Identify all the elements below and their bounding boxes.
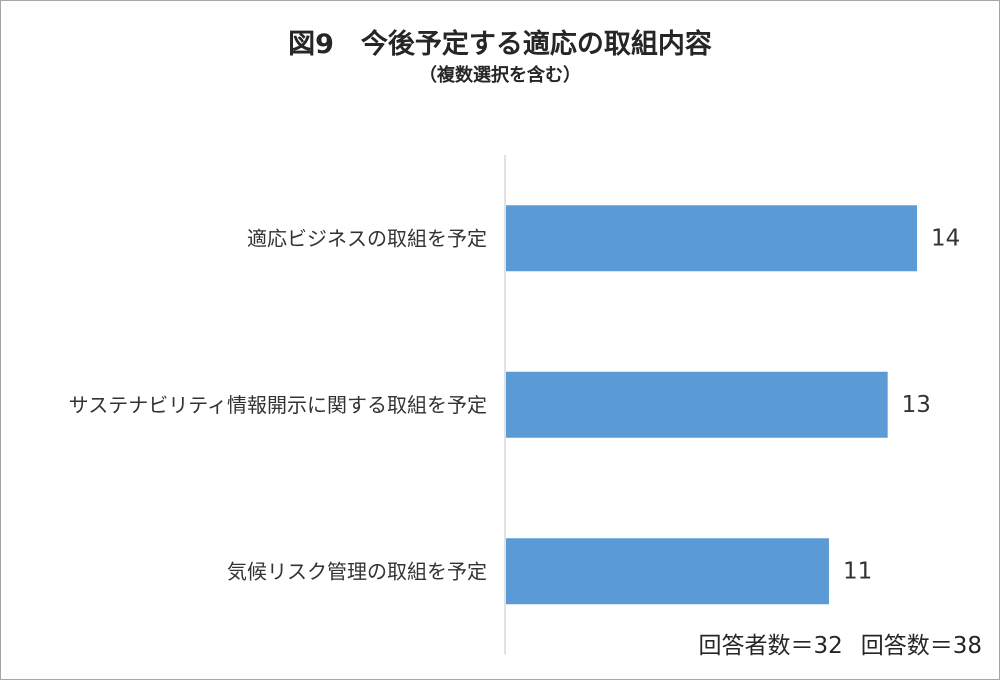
category-label: 適応ビジネスの取組を予定 bbox=[247, 226, 487, 250]
category-label: 気候リスク管理の取組を予定 bbox=[227, 559, 487, 583]
data-label: 14 bbox=[931, 225, 960, 251]
chart-subtitle: （複数選択を含む） bbox=[419, 65, 581, 86]
bar bbox=[506, 371, 888, 438]
category-label: サステナビリティ情報開示に関する取組を予定 bbox=[69, 393, 487, 417]
answers-count: 回答数＝38 bbox=[860, 633, 982, 659]
chart-title: 図9 今後予定する適応の取組内容 bbox=[288, 29, 712, 60]
response-count-note: 回答者数＝32 回答数＝38 bbox=[698, 626, 982, 660]
respondents-count: 回答者数＝32 bbox=[698, 633, 843, 659]
data-label: 13 bbox=[902, 392, 931, 418]
bar bbox=[506, 205, 918, 272]
data-label: 11 bbox=[843, 558, 872, 584]
bar bbox=[506, 538, 829, 605]
